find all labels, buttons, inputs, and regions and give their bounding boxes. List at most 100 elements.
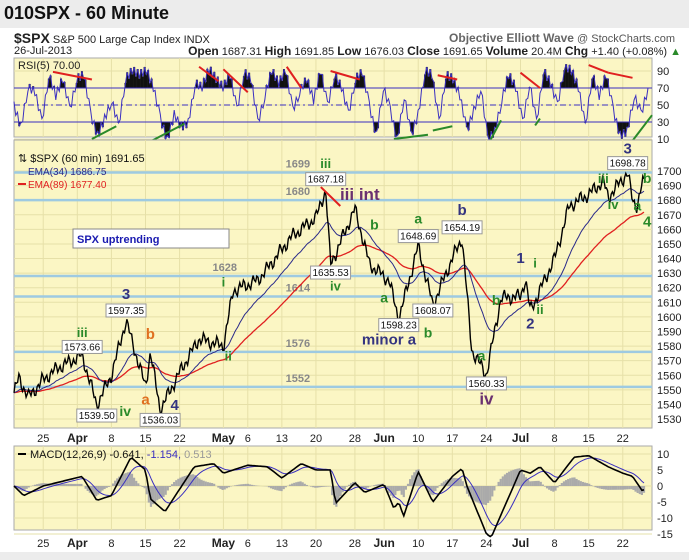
bottom-bar xyxy=(0,552,689,560)
price-callout-box xyxy=(397,229,439,244)
rsi-trendline xyxy=(198,65,220,83)
support-level-label: 1699 xyxy=(286,158,310,170)
price-panel xyxy=(13,139,653,429)
price-callout: 1654.19 xyxy=(444,223,481,234)
price-tick-label: 1640 xyxy=(657,254,681,266)
rsi-trendline xyxy=(149,122,185,143)
price-date-label: Jun xyxy=(373,431,394,445)
price-date-label: 8 xyxy=(108,433,114,445)
ema34-legend: EMA(34) 1686.75 xyxy=(28,167,107,178)
rsi-trendline xyxy=(52,70,93,81)
wave-label: 4 xyxy=(171,397,180,414)
wave-label: b xyxy=(457,202,466,219)
price-tick-label: 1610 xyxy=(657,297,681,309)
price-callout: 1648.69 xyxy=(400,232,437,243)
price-tick-label: 1700 xyxy=(657,166,681,178)
price-date-label: 15 xyxy=(139,433,151,445)
close-label: Close xyxy=(407,44,440,58)
price-callout: 1635.53 xyxy=(312,268,349,279)
support-level-label: 1680 xyxy=(286,186,310,198)
wave-label: a xyxy=(380,289,388,305)
price-callout-box xyxy=(310,265,352,280)
price-callout: 1598.23 xyxy=(381,321,418,332)
price-callout: 1687.18 xyxy=(308,175,345,186)
title-bar: 010SPX - 60 Minute xyxy=(0,0,689,28)
wave-label: a xyxy=(141,391,150,408)
wave-label: b xyxy=(492,292,501,308)
wave-label: iv xyxy=(330,279,342,294)
branding: Objective Elliott Wave @ StockCharts.com xyxy=(449,31,675,45)
chart-title: 010SPX - 60 Minute xyxy=(4,3,170,23)
price-tick-label: 1590 xyxy=(657,326,681,338)
wave-label: a xyxy=(633,197,641,213)
macd-date-label: 20 xyxy=(310,538,322,550)
price-tick-label: 1660 xyxy=(657,224,681,236)
support-level-label: 1614 xyxy=(286,282,311,294)
wave-label: iii xyxy=(598,171,609,186)
macd-tick-label: 10 xyxy=(657,449,669,461)
rsi-line xyxy=(13,64,649,143)
wave-label: minor a xyxy=(362,332,417,349)
exchange: INDX xyxy=(183,34,210,46)
price-callout-box xyxy=(139,412,181,427)
price-callout: 1597.35 xyxy=(108,306,145,317)
open-label: Open xyxy=(188,44,219,58)
wave-label: i xyxy=(222,275,226,290)
high-value: 1691.85 xyxy=(294,46,335,58)
macd-date-label: 13 xyxy=(276,538,288,550)
macd-date-label: 22 xyxy=(173,538,185,550)
macd-date-label: 8 xyxy=(108,538,114,550)
brand: Objective Elliott Wave xyxy=(449,31,574,45)
macd-date-label: 15 xyxy=(583,538,595,550)
rsi-trendline xyxy=(534,118,541,126)
wave-label: b xyxy=(146,326,155,343)
price-callout-box xyxy=(305,172,347,187)
rsi-trendline xyxy=(330,70,361,81)
open-value: 1687.31 xyxy=(221,46,262,58)
price-callout-box xyxy=(76,408,118,423)
ohlc-line: Open 1687.31 High 1691.85 Low 1676.03 Cl… xyxy=(188,44,681,58)
macd-date-label: May xyxy=(212,536,236,550)
price-tick-label: 1550 xyxy=(657,385,681,397)
price-callout-box xyxy=(105,303,147,318)
rsi-trendline xyxy=(222,68,249,93)
price-tick-label: 1570 xyxy=(657,356,681,368)
price-legend: ⇅ $SPX (60 min) 1691.65 xyxy=(18,153,145,165)
price-callout-box xyxy=(61,339,103,354)
wave-label: iii xyxy=(320,156,331,171)
rsi-trendline xyxy=(285,66,303,89)
wave-label: b xyxy=(643,170,652,186)
wave-label: iv xyxy=(119,403,131,419)
macd-date-label: 24 xyxy=(480,538,492,550)
price-tick-label: 1600 xyxy=(657,312,681,324)
site: @ StockCharts.com xyxy=(577,33,675,45)
rsi-trendline xyxy=(91,125,117,140)
price-callout-box xyxy=(378,318,420,333)
macd-tick-label: -10 xyxy=(657,513,673,525)
price-tick-label: 1560 xyxy=(657,370,681,382)
price-callout: 1536.03 xyxy=(142,415,179,426)
price-date-label: Jul xyxy=(512,431,529,445)
ema89-line xyxy=(13,211,645,394)
low-value: 1676.03 xyxy=(364,46,405,58)
red-trendline xyxy=(320,186,342,207)
price-date-label: 22 xyxy=(617,433,629,445)
annotation-text: SPX uptrending xyxy=(77,234,160,246)
macd-tick-label: -15 xyxy=(657,529,673,541)
symbol-line: $SPX S&P 500 Large Cap Index INDX xyxy=(14,30,210,46)
wave-label: iv xyxy=(479,389,494,408)
ema89-legend: EMA(89) 1677.40 xyxy=(28,180,107,191)
price-tick-label: 1680 xyxy=(657,195,681,207)
price-date-label: 17 xyxy=(446,433,458,445)
price-tick-label: 1620 xyxy=(657,283,681,295)
macd-legend: MACD(12,26,9) -0.641, -1.154, 0.513 xyxy=(30,449,212,461)
volume-value: 20.4M xyxy=(531,46,562,58)
macd-date-label: 22 xyxy=(617,538,629,550)
macd-line xyxy=(13,454,645,538)
macd-signal-value: -1.154, xyxy=(147,449,184,461)
macd-date-label: 8 xyxy=(552,538,558,550)
rsi-trendline xyxy=(631,114,653,142)
price-callout-box xyxy=(465,376,507,391)
price-callout: 1539.50 xyxy=(79,411,116,422)
chg-label: Chg xyxy=(564,44,589,58)
